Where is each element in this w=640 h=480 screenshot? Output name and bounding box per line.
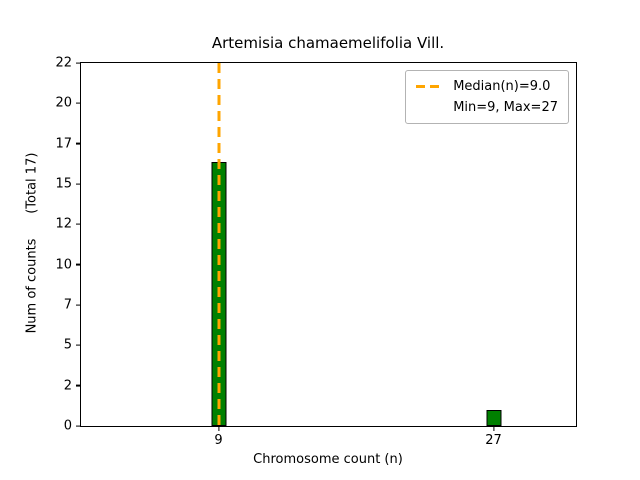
y-axis-label: Num of counts (Total 17) bbox=[24, 152, 40, 334]
legend-label: Min=9, Max=27 bbox=[453, 100, 558, 115]
y-tick-mark bbox=[76, 304, 81, 306]
y-tick-mark bbox=[76, 62, 81, 64]
median-line bbox=[217, 63, 220, 426]
x-tick-mark bbox=[492, 426, 495, 431]
y-tick-label: 5 bbox=[63, 337, 72, 353]
legend-sample-empty bbox=[416, 106, 444, 109]
x-tick-label: 27 bbox=[485, 433, 502, 448]
chart-title: Artemisia chamaemelifolia Vill. bbox=[211, 34, 445, 52]
x-axis-label: Chromosome count (n) bbox=[253, 452, 403, 467]
x-tick-mark bbox=[217, 426, 220, 431]
y-tick-mark bbox=[76, 183, 81, 185]
y-tick-mark bbox=[76, 223, 81, 225]
plot-area: Median(n)=9.0 Min=9, Max=27 0 2 5 7 10 12 15 17 2… bbox=[55, 57, 577, 447]
y-tick-mark bbox=[76, 143, 81, 145]
y-tick-label: 2 bbox=[63, 378, 72, 394]
legend-label: Median(n)=9.0 bbox=[453, 79, 551, 94]
y-tick-mark bbox=[76, 385, 81, 387]
y-tick-mark bbox=[76, 344, 81, 346]
median-line-sample bbox=[416, 85, 445, 88]
y-tick-label: 17 bbox=[55, 136, 72, 152]
y-tick-label: 20 bbox=[55, 95, 72, 111]
y-tick-label: 12 bbox=[55, 216, 72, 232]
legend-item: Median(n)=9.0 bbox=[416, 79, 558, 94]
legend: Median(n)=9.0 Min=9, Max=27 bbox=[405, 70, 569, 124]
y-tick-label: 7 bbox=[63, 297, 72, 313]
y-tick-label: 22 bbox=[55, 55, 72, 71]
y-tick-mark bbox=[76, 102, 81, 104]
y-tick-mark bbox=[76, 425, 81, 427]
y-tick-label: 15 bbox=[55, 176, 72, 192]
x-tick-label: 9 bbox=[214, 433, 223, 448]
bar bbox=[486, 409, 501, 426]
legend-item: Min=9, Max=27 bbox=[416, 100, 558, 115]
y-tick-label: 10 bbox=[55, 257, 72, 273]
y-tick-mark bbox=[76, 264, 81, 266]
y-tick-label: 0 bbox=[63, 418, 72, 434]
